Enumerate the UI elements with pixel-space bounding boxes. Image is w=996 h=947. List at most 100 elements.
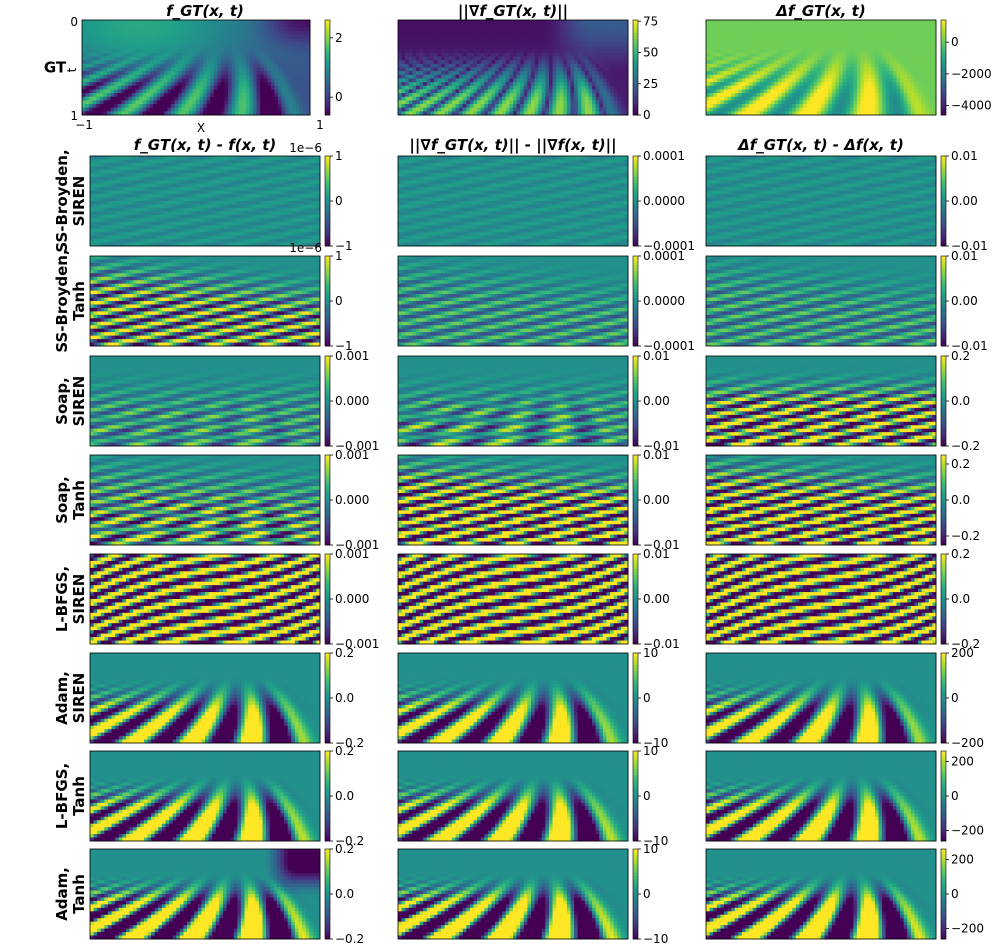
heatmap-cell: [456, 46, 460, 50]
heatmap-cell: [517, 42, 521, 46]
heatmap-cell: [118, 35, 122, 39]
heatmap-cell: [89, 75, 93, 79]
heatmap-cell: [111, 31, 115, 35]
heatmap-cell: [499, 31, 503, 35]
heatmap-cell: [545, 57, 549, 61]
heatmap-cell: [535, 31, 539, 35]
heatmap-cell: [735, 49, 739, 53]
heatmap-cell: [771, 31, 775, 35]
heatmap-cell: [164, 57, 168, 61]
heatmap-cell: [253, 38, 257, 42]
heatmap-cell: [606, 53, 610, 57]
heatmap-cell: [196, 100, 200, 104]
heatmap-cell: [125, 35, 129, 39]
heatmap-cell: [542, 60, 546, 64]
heatmap-cell: [614, 64, 618, 68]
heatmap-cell: [491, 100, 495, 104]
heatmap-cell: [232, 108, 236, 112]
heatmap-cell: [502, 46, 506, 50]
heatmap-cell: [535, 42, 539, 46]
heatmap-cell: [617, 89, 621, 93]
heatmap-cell: [196, 97, 200, 101]
heatmap-cell: [271, 93, 275, 97]
heatmap-cell: [524, 108, 528, 112]
heatmap-cell: [742, 27, 746, 31]
heatmap-cell: [713, 46, 717, 50]
heatmap-cell: [814, 38, 818, 42]
heatmap-cell: [128, 108, 132, 112]
heatmap-cell: [235, 89, 239, 93]
heatmap-cell: [596, 35, 600, 39]
heatmap-cell: [803, 35, 807, 39]
heatmap-cell: [610, 89, 614, 93]
heatmap-cell: [825, 31, 829, 35]
heatmap-cell: [596, 60, 600, 64]
heatmap-cell: [168, 24, 172, 28]
heatmap-cell: [118, 93, 122, 97]
heatmap-cell: [720, 53, 724, 57]
heatmap-cell: [542, 108, 546, 112]
heatmap-cell: [303, 24, 307, 28]
heatmap-cell: [192, 68, 196, 72]
heatmap-cell: [164, 89, 168, 93]
heatmap-cell: [210, 108, 214, 112]
heatmap-cell: [563, 60, 567, 64]
heatmap-cell: [889, 38, 893, 42]
heatmap-cell: [599, 27, 603, 31]
heatmap-cell: [592, 60, 596, 64]
heatmap-cell: [438, 64, 442, 68]
heatmap-cell: [402, 82, 406, 86]
heatmap-cell: [128, 86, 132, 90]
heatmap-cell: [509, 97, 513, 101]
heatmap-cell: [221, 75, 225, 79]
heatmap-cell: [918, 53, 922, 57]
heatmap-cell: [517, 104, 521, 108]
heatmap-cell: [588, 82, 592, 86]
heatmap-cell: [781, 24, 785, 28]
heatmap-cell: [239, 108, 243, 112]
heatmap-cell: [182, 46, 186, 50]
colorbar-step: [633, 42, 638, 46]
heatmap-cell: [499, 97, 503, 101]
heatmap-cell: [513, 31, 517, 35]
heatmap-cell: [499, 78, 503, 82]
heatmap-cell: [567, 20, 571, 24]
heatmap-cell: [922, 53, 926, 57]
heatmap-cell: [89, 97, 93, 101]
heatmap-cell: [713, 35, 717, 39]
heatmap-cell: [499, 104, 503, 108]
heatmap-cell: [853, 49, 857, 53]
heatmap-cell: [456, 42, 460, 46]
heatmap-cell: [207, 100, 211, 104]
heatmap-cell: [491, 53, 495, 57]
heatmap-cell: [724, 27, 728, 31]
heatmap-cell: [767, 20, 771, 24]
heatmap-cell: [111, 64, 115, 68]
heatmap-cell: [175, 100, 179, 104]
heatmap-cell: [427, 104, 431, 108]
heatmap-cell: [89, 24, 93, 28]
colorbar-step: [633, 106, 638, 110]
heatmap-cell: [260, 53, 264, 57]
colorbar-step: [325, 49, 330, 53]
heatmap-cell: [477, 49, 481, 53]
heatmap-cell: [128, 53, 132, 57]
heatmap-cell: [621, 71, 625, 75]
heatmap-cell: [200, 27, 204, 31]
colorbar-step: [325, 90, 330, 94]
heatmap-cell: [146, 53, 150, 57]
heatmap-cell: [717, 42, 721, 46]
heatmap-cell: [296, 89, 300, 93]
heatmap-cell: [203, 24, 207, 28]
heatmap-cell: [571, 53, 575, 57]
heatmap-cell: [603, 68, 607, 72]
heatmap-cell: [799, 35, 803, 39]
heatmap-cell: [430, 100, 434, 104]
heatmap-cell: [603, 38, 607, 42]
heatmap-cell: [549, 60, 553, 64]
heatmap-cell: [412, 89, 416, 93]
colorbar-step: [633, 77, 638, 81]
heatmap-cell: [542, 20, 546, 24]
heatmap-cell: [481, 86, 485, 90]
heatmap-cell: [756, 49, 760, 53]
